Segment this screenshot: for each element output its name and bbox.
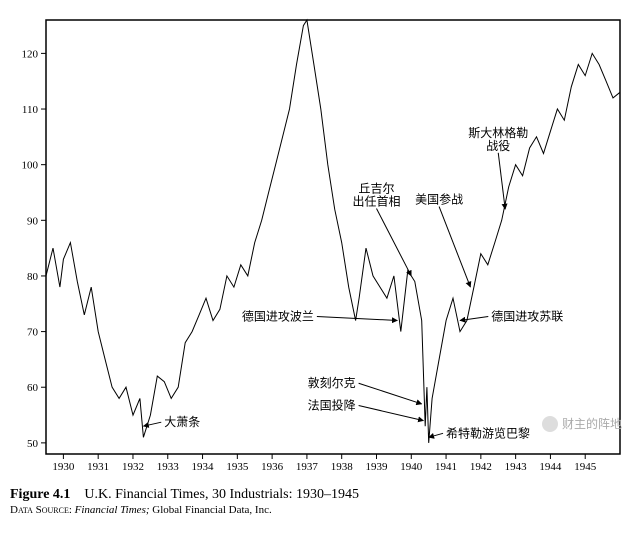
svg-text:1933: 1933 (157, 461, 180, 473)
svg-text:1945: 1945 (574, 461, 597, 473)
annotation-arrow-a3 (376, 208, 411, 275)
annotation-a5-l0: 法国投降 (308, 397, 356, 412)
annotation-a9-l1: 战役 (486, 138, 510, 153)
annotation-arrow-a6 (429, 433, 443, 437)
svg-text:70: 70 (27, 327, 39, 339)
svg-text:1944: 1944 (539, 461, 562, 473)
svg-text:1931: 1931 (87, 461, 109, 473)
annotation-arrow-a5 (359, 405, 424, 420)
svg-text:1941: 1941 (435, 461, 457, 473)
figure-caption: Figure 4.1 U.K. Financial Times, 30 Indu… (10, 486, 630, 504)
svg-text:50: 50 (27, 438, 39, 450)
source-text: Financial Times; (75, 504, 150, 516)
annotation-arrow-a8 (460, 316, 488, 320)
svg-text:60: 60 (27, 382, 39, 394)
source-label: Data Source: (10, 504, 72, 516)
svg-text:1940: 1940 (400, 461, 423, 473)
annotation-a1-l0: 大萧条 (164, 415, 200, 429)
annotation-a6-l0: 希特勒游览巴黎 (446, 425, 530, 440)
annotation-a3-l0: 丘吉尔 (358, 180, 394, 195)
source-text2: Global Financial Data, Inc. (152, 504, 271, 516)
chart-area: 50 60 70 80 90 100 110 120 1930 1931 1932 1933 1934 1… (10, 10, 630, 480)
annotation-a4-l0: 敦刻尔克 (308, 375, 356, 390)
annotation-a2-l0: 德国进攻波兰 (242, 308, 314, 323)
annotation-a3-l1: 出任首相 (352, 194, 400, 208)
annotation-arrow-a2 (317, 316, 397, 320)
svg-text:1943: 1943 (505, 461, 528, 473)
svg-text:1938: 1938 (331, 461, 354, 473)
svg-text:1936: 1936 (261, 461, 284, 473)
line-chart-svg: 50 60 70 80 90 100 110 120 1930 1931 1932 1933 1934 1… (10, 10, 630, 480)
annotation-a8-l0: 德国进攻苏联 (491, 308, 563, 323)
svg-text:1935: 1935 (226, 461, 249, 473)
svg-text:110: 110 (22, 104, 39, 116)
annotation-a9-l0: 斯大林格勒 (468, 125, 528, 140)
svg-text:80: 80 (27, 271, 39, 283)
svg-text:1930: 1930 (52, 461, 75, 473)
svg-text:120: 120 (22, 48, 39, 60)
svg-text:1942: 1942 (470, 461, 492, 473)
annotation-arrow-a9 (498, 153, 505, 209)
svg-text:90: 90 (27, 215, 39, 227)
data-source: Data Source: Financial Times; Global Fin… (10, 504, 630, 516)
annotation-arrow-a1 (143, 422, 161, 426)
svg-text:1932: 1932 (122, 461, 144, 473)
svg-text:100: 100 (22, 160, 39, 172)
figure-title: U.K. Financial Times, 30 Industrials: 19… (84, 487, 359, 502)
svg-text:1934: 1934 (192, 461, 215, 473)
svg-text:1939: 1939 (365, 461, 388, 473)
figure-label: Figure 4.1 (10, 487, 70, 502)
annotation-a7-l0: 美国参战 (415, 192, 463, 207)
svg-text:1937: 1937 (296, 461, 319, 473)
annotation-arrow-a4 (359, 383, 422, 404)
annotation-arrow-a7 (439, 207, 470, 287)
